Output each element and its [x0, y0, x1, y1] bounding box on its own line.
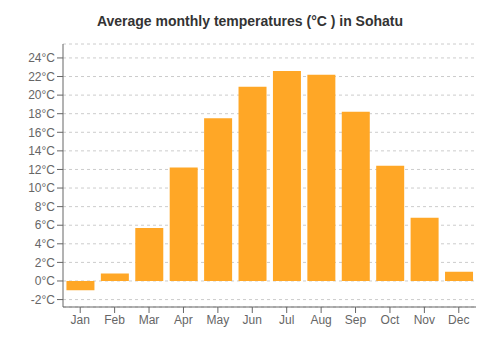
svg-text:10°C: 10°C — [28, 181, 55, 195]
svg-text:Sep: Sep — [345, 313, 367, 327]
svg-text:8°C: 8°C — [35, 200, 55, 214]
svg-text:12°C: 12°C — [28, 163, 55, 177]
svg-text:20°C: 20°C — [28, 88, 55, 102]
svg-text:4°C: 4°C — [35, 237, 55, 251]
svg-text:16°C: 16°C — [28, 126, 55, 140]
svg-text:6°C: 6°C — [35, 218, 55, 232]
svg-text:Jul: Jul — [279, 313, 294, 327]
svg-text:24°C: 24°C — [28, 51, 55, 65]
svg-text:2°C: 2°C — [35, 256, 55, 270]
svg-text:Oct: Oct — [381, 313, 400, 327]
svg-text:May: May — [207, 313, 230, 327]
svg-text:22°C: 22°C — [28, 70, 55, 84]
svg-text:Feb: Feb — [104, 313, 125, 327]
html-text:Average monthly temperatures (: Average monthly temperatures (°C ) in So… — [96, 13, 404, 29]
svg-text:Jun: Jun — [243, 313, 262, 327]
svg-text:Nov: Nov — [414, 313, 435, 327]
svg-text:18°C: 18°C — [28, 107, 55, 121]
svg-text:Aug: Aug — [310, 313, 331, 327]
svg-text:Mar: Mar — [139, 313, 160, 327]
svg-text:-2°C: -2°C — [31, 293, 55, 307]
svg-text:Apr: Apr — [174, 313, 193, 327]
svg-text:14°C: 14°C — [28, 144, 55, 158]
svg-text:Dec: Dec — [448, 313, 469, 327]
svg-text:Jan: Jan — [71, 313, 90, 327]
svg-text:0°C: 0°C — [35, 274, 55, 288]
